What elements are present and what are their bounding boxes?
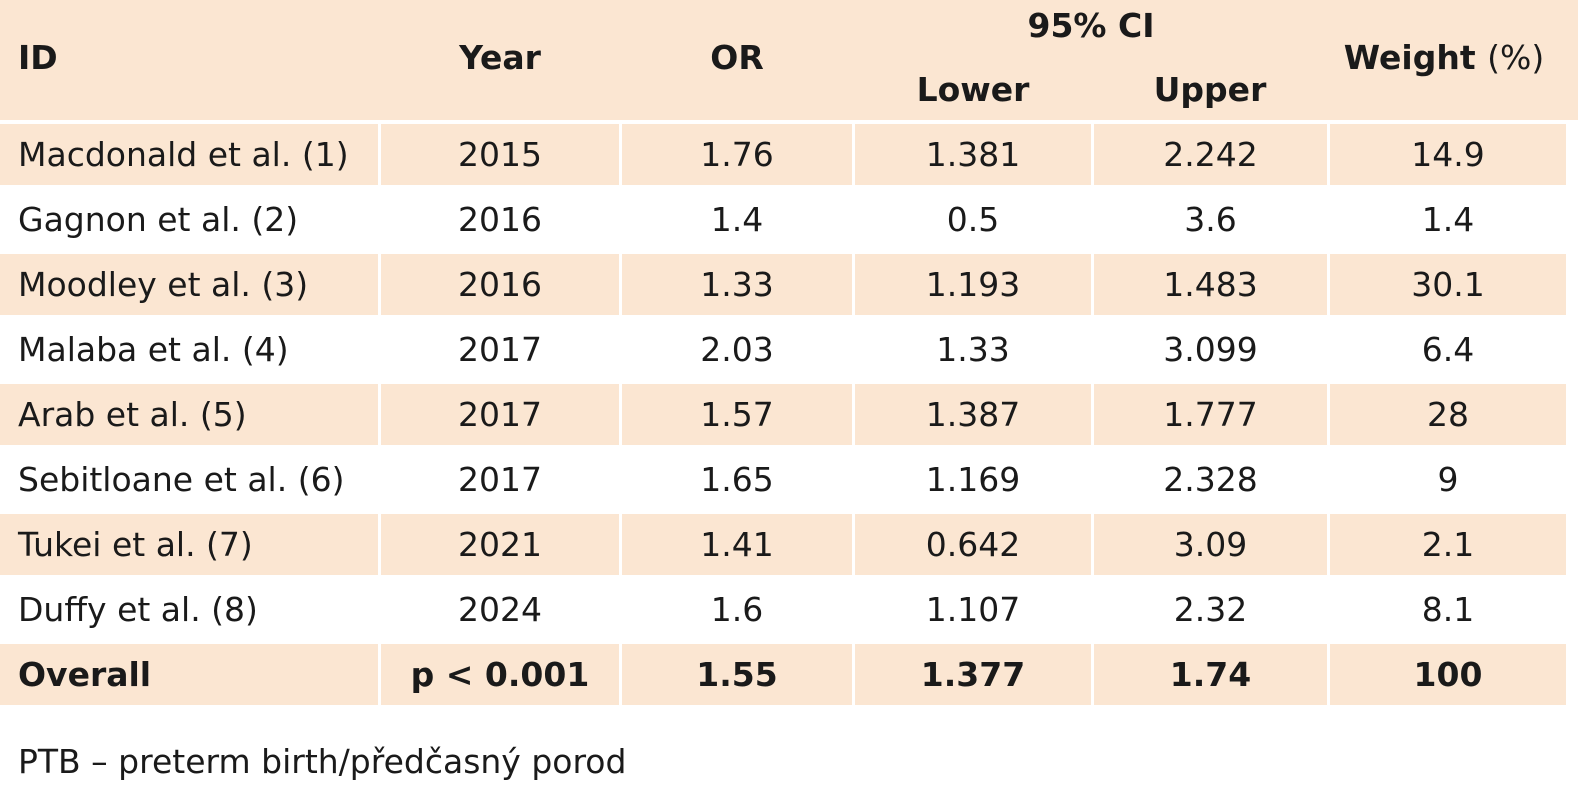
- cell-year: 2017: [458, 460, 542, 499]
- cell-id: Sebitloane et al. (6): [18, 460, 345, 499]
- header-id: ID: [18, 38, 58, 77]
- cell-id: Gagnon et al. (2): [18, 200, 299, 239]
- header-ci-group: 95% CI: [1027, 6, 1155, 45]
- cell-year: 2016: [458, 200, 542, 239]
- cell-or: 2.03: [700, 330, 774, 369]
- header-weight-label: Weight: [1343, 38, 1476, 77]
- table-row: Gagnon et al. (2) 2016 1.4 0.5 3.6 1.4: [0, 189, 1578, 250]
- cell-year: 2024: [458, 590, 542, 629]
- overall-upper: 1.74: [1094, 644, 1327, 705]
- cell-weight: 30.1: [1330, 254, 1566, 315]
- header-lower: Lower: [916, 70, 1030, 109]
- cell-or: 1.76: [622, 124, 852, 185]
- cell-upper: 3.099: [1163, 330, 1258, 369]
- cell-lower: 0.5: [946, 200, 1000, 239]
- cell-weight: 8.1: [1421, 590, 1475, 629]
- cell-upper: 1.777: [1094, 384, 1327, 445]
- cell-id: Macdonald et al. (1): [0, 124, 378, 185]
- cell-weight: 28: [1330, 384, 1566, 445]
- table-footnote: PTB – preterm birth/předčasný porod: [18, 742, 627, 781]
- cell-weight: 14.9: [1330, 124, 1566, 185]
- table-row: Duffy et al. (8) 2024 1.6 1.107 2.32 8.1: [0, 579, 1578, 640]
- cell-year: 2017: [458, 330, 542, 369]
- overall-id: Overall: [0, 644, 378, 705]
- cell-or: 1.57: [622, 384, 852, 445]
- cell-upper: 3.6: [1184, 200, 1237, 239]
- table-row: Tukei et al. (7) 2021 1.41 0.642 3.09 2.…: [0, 514, 1578, 575]
- cell-upper: 2.328: [1163, 460, 1258, 499]
- cell-weight: 9: [1437, 460, 1459, 499]
- table-row: Malaba et al. (4) 2017 2.03 1.33 3.099 6…: [0, 319, 1578, 380]
- table-row: Sebitloane et al. (6) 2017 1.65 1.169 2.…: [0, 449, 1578, 510]
- header-weight: Weight (%): [1330, 38, 1558, 78]
- cell-upper: 3.09: [1094, 514, 1327, 575]
- cell-lower: 1.193: [855, 254, 1091, 315]
- cell-upper: 1.483: [1094, 254, 1327, 315]
- table-body: Macdonald et al. (1) 2015 1.76 1.381 2.2…: [0, 124, 1578, 709]
- cell-or: 1.33: [622, 254, 852, 315]
- cell-upper: 2.32: [1173, 590, 1248, 629]
- header-year: Year: [459, 38, 541, 77]
- overall-row: Overall p < 0.001 1.55 1.377 1.74 100: [0, 644, 1578, 705]
- table-row: Arab et al. (5) 2017 1.57 1.387 1.777 28: [0, 384, 1578, 445]
- cell-id: Duffy et al. (8): [18, 590, 258, 629]
- table-row: Moodley et al. (3) 2016 1.33 1.193 1.483…: [0, 254, 1578, 315]
- cell-year: 2017: [381, 384, 619, 445]
- cell-weight: 2.1: [1330, 514, 1566, 575]
- cell-lower: 1.381: [855, 124, 1091, 185]
- cell-id: Malaba et al. (4): [18, 330, 289, 369]
- overall-lower: 1.377: [855, 644, 1091, 705]
- cell-weight: 6.4: [1421, 330, 1475, 369]
- cell-or: 1.4: [710, 200, 764, 239]
- cell-id: Arab et al. (5): [0, 384, 378, 445]
- table-row: Macdonald et al. (1) 2015 1.76 1.381 2.2…: [0, 124, 1578, 185]
- cell-lower: 0.642: [855, 514, 1091, 575]
- cell-year: 2021: [381, 514, 619, 575]
- header-upper: Upper: [1153, 70, 1267, 109]
- overall-or: 1.55: [622, 644, 852, 705]
- cell-year: 2015: [381, 124, 619, 185]
- cell-weight: 1.4: [1421, 200, 1475, 239]
- header-weight-unit: (%): [1487, 38, 1545, 77]
- cell-lower: 1.387: [855, 384, 1091, 445]
- header-or: OR: [710, 38, 764, 77]
- cell-lower: 1.169: [925, 460, 1021, 499]
- cell-lower: 1.107: [925, 590, 1021, 629]
- cell-id: Tukei et al. (7): [0, 514, 378, 575]
- cell-id: Moodley et al. (3): [0, 254, 378, 315]
- cell-year: 2016: [381, 254, 619, 315]
- cell-lower: 1.33: [936, 330, 1010, 369]
- overall-weight: 100: [1330, 644, 1566, 705]
- table-header: ID Year OR 95% CI Lower Upper Weight (%): [0, 0, 1578, 120]
- cell-upper: 2.242: [1094, 124, 1327, 185]
- overall-p-value: p < 0.001: [381, 644, 619, 705]
- cell-or: 1.41: [622, 514, 852, 575]
- cell-or: 1.65: [700, 460, 774, 499]
- cell-or: 1.6: [710, 590, 764, 629]
